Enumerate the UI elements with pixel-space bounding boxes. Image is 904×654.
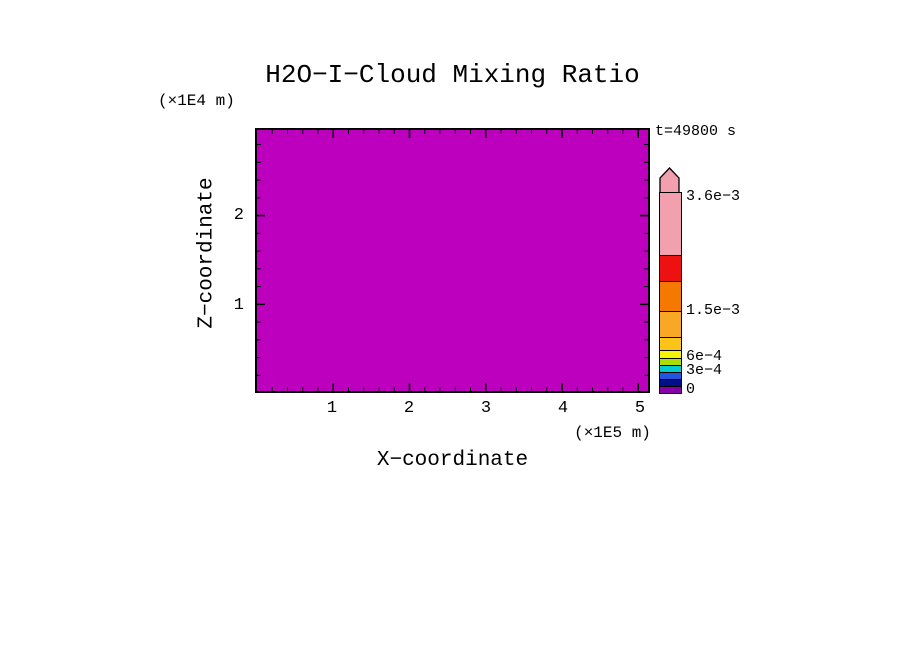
colorbar-segment xyxy=(660,311,681,337)
x-tick-label: 2 xyxy=(403,399,415,418)
axis-ticks xyxy=(257,130,648,391)
x-tick-label: 1 xyxy=(326,399,338,418)
colorbar-segment xyxy=(660,255,681,281)
x-axis-unit-label: (×1E5 m) xyxy=(574,424,651,442)
colorbar-segment xyxy=(660,372,681,379)
y-axis-title: Z−coordinate xyxy=(195,177,219,329)
colorbar-labels: 3.6e−3 1.5e−3 6e−4 3e−4 0 xyxy=(686,0,786,654)
y-tick-label: 1 xyxy=(233,296,244,315)
y-tick-label: 2 xyxy=(233,206,244,225)
time-annotation: t=49800 s xyxy=(655,123,737,140)
colorbar-segment xyxy=(660,379,681,386)
x-axis-title: X−coordinate xyxy=(376,449,529,472)
colorbar-segment xyxy=(660,350,681,358)
x-tick-label: 3 xyxy=(480,399,492,418)
colorbar-segment xyxy=(660,337,681,350)
colorbar-tick-label: 1.5e−3 xyxy=(686,302,741,319)
colorbar-segment xyxy=(660,281,681,311)
colorbar-tick-label: 3.6e−3 xyxy=(686,188,741,205)
chart-title: H2O−I−Cloud Mixing Ratio xyxy=(265,60,640,90)
x-tick-label: 4 xyxy=(557,399,569,418)
colorbar-tick-label: 0 xyxy=(686,381,696,398)
y-axis-unit-label: (×1E4 m) xyxy=(158,92,235,110)
colorbar-arrow-icon xyxy=(659,167,680,193)
x-tick-label: 5 xyxy=(634,399,646,418)
colorbar-segment xyxy=(660,193,681,255)
colorbar-tick-label: 3e−4 xyxy=(686,362,723,379)
colorbar-segment xyxy=(660,386,681,393)
colorbar-tick-label: 6e−4 xyxy=(686,348,723,365)
plot-area xyxy=(255,128,650,393)
colorbar-segment xyxy=(660,365,681,372)
colorbar xyxy=(659,192,682,394)
colorbar-segment xyxy=(660,358,681,365)
